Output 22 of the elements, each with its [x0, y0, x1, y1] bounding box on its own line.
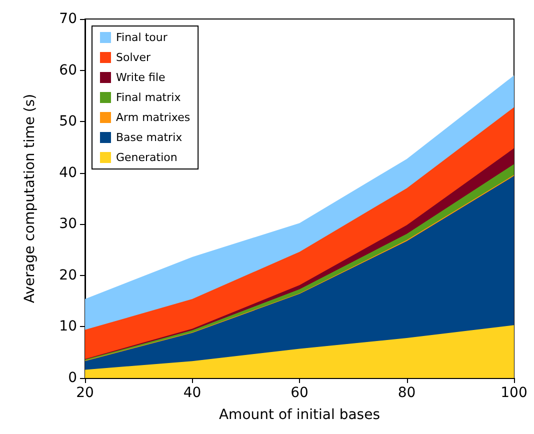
x-tick-label: 100	[500, 385, 528, 401]
legend-label: Final matrix	[116, 91, 182, 104]
legend-label: Solver	[116, 51, 152, 64]
x-tick-label: 80	[398, 385, 416, 401]
y-axis-title: Average computation time (s)	[22, 94, 38, 304]
y-tick-label: 40	[59, 164, 77, 181]
x-tick-label: 20	[76, 385, 94, 401]
legend-label: Arm matrixes	[116, 111, 190, 124]
y-tick-label: 10	[59, 318, 77, 335]
y-tick-label: 60	[59, 62, 77, 78]
y-tick-label: 70	[59, 11, 77, 27]
y-tick-label: 20	[59, 267, 77, 284]
legend-label: Base matrix	[116, 131, 183, 144]
x-axis-title: Amount of initial bases	[218, 407, 380, 423]
y-tick-label: 50	[59, 114, 77, 130]
y-tick-label: 0	[68, 370, 77, 386]
x-tick-label: 60	[290, 385, 308, 401]
legend-label: Generation	[116, 151, 178, 164]
y-tick-label: 30	[59, 216, 77, 232]
x-tick-label: 40	[183, 385, 202, 401]
legend-label: Write file	[116, 71, 166, 84]
legend-label: Final tour	[116, 31, 168, 44]
